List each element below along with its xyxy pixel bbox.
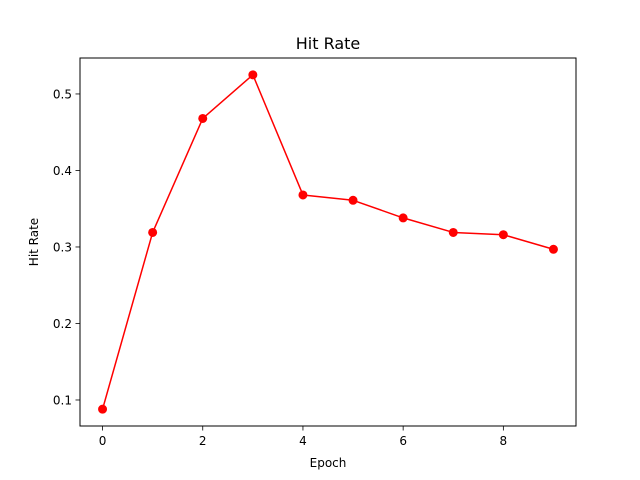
chart-title: Hit Rate — [296, 34, 361, 53]
series-line — [101, 74, 555, 411]
plot-area — [80, 58, 576, 426]
data-point — [448, 227, 458, 237]
data-point — [498, 230, 508, 240]
data-point — [248, 70, 258, 80]
series-layer — [98, 70, 558, 414]
data-point — [348, 195, 358, 205]
x-tick-label: 2 — [199, 434, 207, 448]
plot-background — [80, 58, 576, 426]
y-axis-ticks: 0.1 0.2 0.3 0.4 0.5 — [53, 87, 80, 407]
data-point — [98, 404, 108, 414]
y-tick-label: 0.5 — [53, 87, 72, 101]
x-axis-label: Epoch — [310, 456, 347, 470]
x-tick-label: 8 — [500, 434, 508, 448]
x-tick-label: 0 — [99, 434, 107, 448]
y-axis-label: Hit Rate — [27, 218, 41, 266]
data-point — [398, 213, 408, 223]
x-tick-label: 6 — [399, 434, 407, 448]
y-tick-label: 0.1 — [53, 393, 72, 407]
y-tick-label: 0.4 — [53, 164, 72, 178]
x-tick-label: 4 — [299, 434, 307, 448]
x-axis-ticks: 0 2 4 6 8 — [99, 426, 507, 448]
plot-frame — [79, 57, 577, 427]
data-point — [298, 190, 308, 200]
y-tick-label: 0.2 — [53, 317, 72, 331]
data-point — [148, 227, 158, 237]
data-point — [548, 244, 558, 254]
y-tick-label: 0.3 — [53, 240, 72, 254]
data-point — [198, 113, 208, 123]
